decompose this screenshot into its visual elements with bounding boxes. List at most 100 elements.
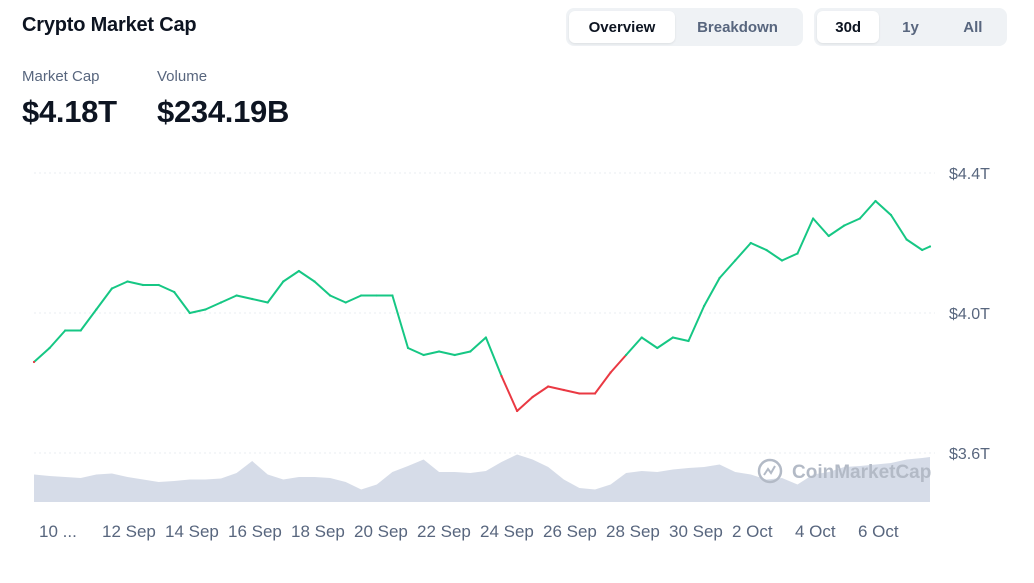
range-1y[interactable]: 1y (902, 18, 919, 36)
market-cap-point (188, 311, 191, 315)
y-tick-label: $3.6T (949, 446, 990, 463)
market-cap-line-segment (48, 329, 67, 349)
market-cap-point (329, 294, 332, 297)
market-cap-point (780, 259, 784, 262)
market-cap-point (438, 350, 441, 353)
volume-value: $234.19B (157, 94, 290, 129)
market-cap-point (874, 199, 877, 203)
range-all[interactable]: All (963, 18, 983, 36)
market-cap-point (297, 269, 300, 273)
x-tick-label: 30 Sep (669, 522, 723, 541)
market-cap-point (219, 301, 223, 304)
y-tick-label: $4.4T (949, 166, 990, 183)
market-cap-line-segment (609, 354, 628, 374)
market-cap-line-segment (126, 280, 145, 286)
x-tick-label: 24 Sep (480, 522, 534, 541)
market-cap-line-segment (531, 385, 550, 398)
market-cap-point (516, 409, 519, 413)
market-cap-point (142, 283, 145, 287)
market-cap-line-segment (749, 242, 768, 251)
market-cap-line-segment (687, 305, 706, 342)
market-cap-point (703, 304, 706, 308)
market-cap-point (500, 374, 503, 378)
view-toggle: Overview Breakdown (566, 8, 803, 46)
market-cap-line-segment (469, 336, 487, 353)
market-cap-point (95, 308, 98, 311)
market-cap-line-segment (812, 217, 830, 237)
market-cap-point (858, 217, 862, 220)
price-lines (32, 199, 932, 413)
market-cap-point (718, 276, 721, 280)
volume-area (34, 454, 930, 502)
market-cap-line-segment (235, 294, 254, 300)
market-cap-line-segment (796, 217, 815, 255)
market-cap-point (313, 280, 316, 283)
x-tick-label: 2 Oct (732, 522, 773, 541)
market-cap-point (843, 224, 846, 227)
market-cap-line-segment (890, 214, 908, 241)
market-cap-point (406, 346, 410, 350)
market-cap-line-segment (858, 200, 877, 220)
market-cap-point (656, 346, 659, 350)
range-toggle: 30d 1y All (814, 8, 1007, 46)
x-tick-label: 6 Oct (858, 522, 899, 541)
market-cap-label: Market Cap (22, 68, 100, 85)
market-cap-line-segment (656, 336, 674, 349)
tab-overview[interactable]: Overview (569, 11, 675, 43)
market-cap-line-segment (95, 287, 113, 311)
x-tick-label: 12 Sep (102, 522, 156, 541)
market-cap-point (734, 259, 737, 262)
y-axis: $3.6T $4.0T $4.4T (949, 166, 990, 463)
market-cap-point (157, 283, 160, 287)
x-tick-label: 4 Oct (795, 522, 836, 541)
market-cap-line-segment (500, 375, 519, 412)
market-cap-line-segment (547, 385, 565, 391)
market-cap-line-segment (266, 280, 285, 304)
market-cap-line-segment (344, 294, 363, 304)
market-cap-point (391, 294, 394, 297)
market-cap-line-segment (484, 336, 503, 377)
market-cap-line-segment (781, 252, 799, 262)
market-cap-stat: Market Cap $4.18T (22, 68, 117, 130)
market-cap-point (562, 388, 565, 392)
market-cap-point (812, 217, 815, 220)
market-cap-line-segment (313, 280, 332, 297)
market-cap-line-segment (843, 217, 861, 227)
x-tick-label: 20 Sep (354, 522, 408, 541)
market-cap-line-segment (640, 336, 659, 349)
coinmarketcap-logo-icon (757, 458, 783, 484)
market-cap-point (79, 329, 82, 332)
market-cap-line-segment (438, 350, 456, 356)
market-cap-line-segment (905, 238, 924, 251)
market-cap-line-segment (562, 389, 581, 395)
market-cap-line-segment (594, 371, 612, 395)
market-cap-point (687, 339, 690, 343)
x-tick-label: 22 Sep (417, 522, 471, 541)
market-cap-point (64, 329, 67, 332)
market-cap-line-segment (671, 336, 690, 342)
volume-stat: Volume $234.19B (157, 68, 289, 130)
x-tick-label: 26 Sep (543, 522, 597, 541)
market-cap-point (827, 234, 830, 238)
x-tick-label: 18 Sep (291, 522, 345, 541)
market-cap-point (889, 213, 893, 217)
range-30d[interactable]: 30d (817, 11, 880, 43)
watermark: CoinMarketCap (757, 458, 931, 484)
market-cap-point (375, 294, 378, 297)
tab-breakdown[interactable]: Breakdown (697, 18, 778, 36)
chart-grid (34, 172, 935, 454)
market-cap-point (48, 346, 51, 350)
market-cap-line-segment (516, 396, 534, 412)
market-cap-point (547, 385, 550, 388)
market-cap-point (905, 238, 908, 241)
market-cap-line-segment (329, 294, 347, 304)
x-tick-label: 28 Sep (606, 522, 660, 541)
market-cap-line-segment (718, 259, 737, 279)
market-cap-line-segment (173, 291, 191, 314)
x-tick-label: 14 Sep (165, 522, 219, 541)
market-cap-line-segment (827, 224, 846, 237)
market-cap-point (282, 280, 285, 283)
market-cap-line-segment (220, 294, 238, 304)
market-cap-line-segment (407, 347, 425, 356)
